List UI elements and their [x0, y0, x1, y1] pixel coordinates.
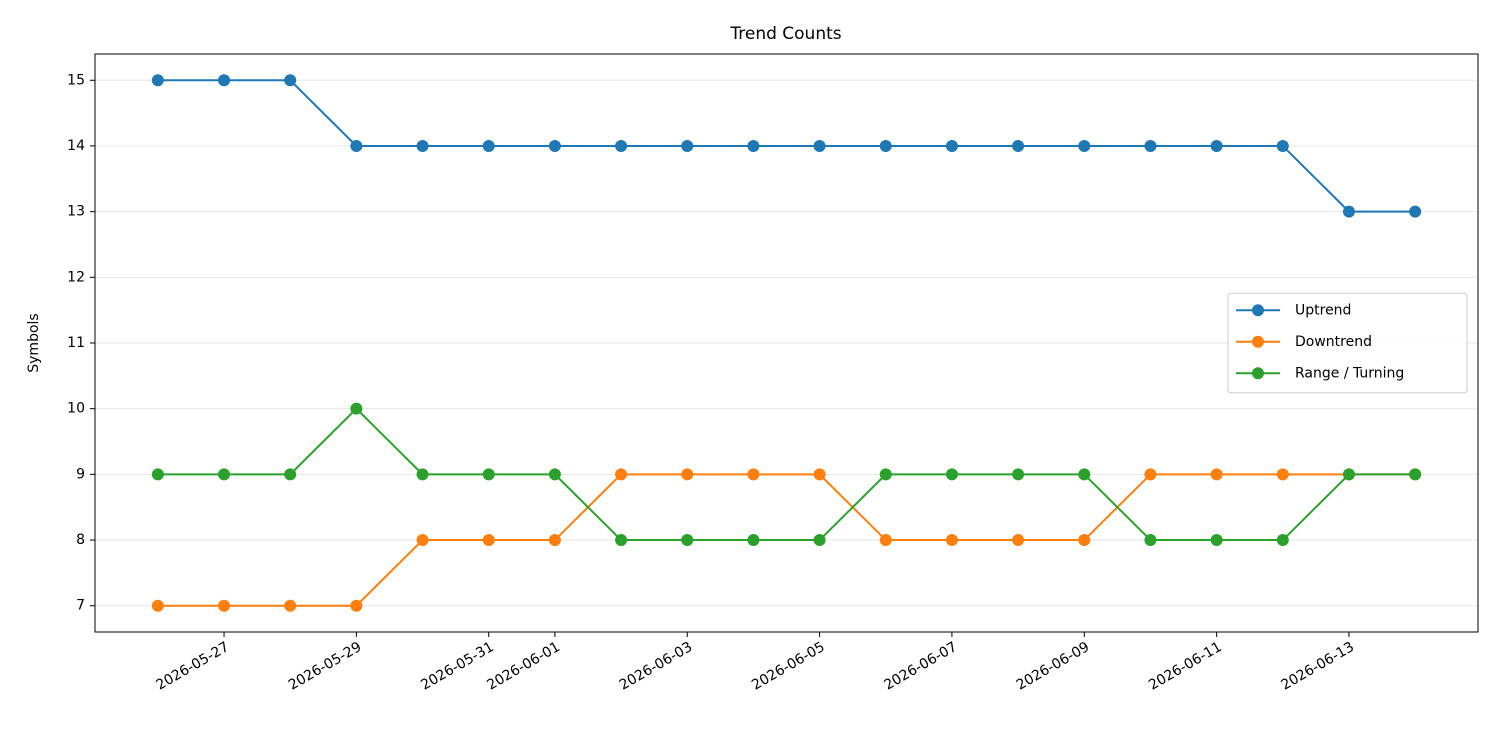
point — [813, 139, 826, 152]
point — [548, 139, 561, 152]
point — [1409, 468, 1422, 481]
legend-marker — [1252, 367, 1264, 380]
plot-frame — [94, 53, 1479, 633]
point — [218, 468, 231, 481]
point — [416, 468, 429, 481]
point — [151, 468, 164, 481]
series-line — [157, 473, 1416, 607]
point — [350, 139, 363, 152]
point — [1276, 468, 1289, 481]
point — [482, 139, 495, 152]
point — [813, 468, 826, 481]
point — [879, 534, 892, 547]
point — [284, 74, 297, 87]
point — [1342, 205, 1355, 218]
point — [1078, 534, 1091, 547]
point — [945, 468, 958, 481]
legend-label: Downtrend — [1295, 334, 1372, 350]
point — [747, 534, 760, 547]
y-tick-label: 10 — [67, 401, 85, 417]
legend-label: Range / Turning — [1295, 365, 1404, 381]
point — [1276, 534, 1289, 547]
point — [416, 139, 429, 152]
point — [879, 139, 892, 152]
point — [879, 468, 892, 481]
point — [681, 534, 694, 547]
point — [350, 599, 363, 612]
point — [151, 74, 164, 87]
point — [813, 534, 826, 547]
point — [615, 139, 628, 152]
legend: Uptrend Downtrend Range / Turning — [1227, 292, 1468, 394]
legend-marker — [1252, 304, 1264, 317]
y-tick-label: 12 — [67, 269, 85, 285]
point — [945, 139, 958, 152]
point — [1144, 534, 1157, 547]
y-tick-label: 11 — [67, 335, 85, 351]
point — [1276, 139, 1289, 152]
y-tick-label: 7 — [76, 598, 85, 614]
y-tick-label: 14 — [67, 138, 85, 154]
series-line — [157, 79, 1416, 213]
point — [151, 599, 164, 612]
point — [218, 599, 231, 612]
y-tick-label: 15 — [67, 72, 85, 88]
legend-box — [1227, 292, 1468, 394]
point — [747, 468, 760, 481]
point — [284, 599, 297, 612]
point — [350, 402, 363, 415]
point — [1012, 468, 1025, 481]
point — [945, 534, 958, 547]
legend-label: Uptrend — [1295, 302, 1351, 318]
point — [747, 139, 760, 152]
point — [681, 468, 694, 481]
point — [482, 534, 495, 547]
point — [615, 468, 628, 481]
point — [416, 534, 429, 547]
point — [615, 534, 628, 547]
point — [1210, 139, 1223, 152]
legend-marker — [1252, 335, 1264, 348]
point — [1078, 139, 1091, 152]
y-tick-label: 9 — [76, 466, 85, 482]
point — [548, 534, 561, 547]
series-line — [157, 407, 1416, 542]
point — [1409, 205, 1422, 218]
point — [1078, 468, 1091, 481]
point — [1144, 139, 1157, 152]
point — [1012, 139, 1025, 152]
point — [1144, 468, 1157, 481]
point — [548, 468, 561, 481]
point — [1012, 534, 1025, 547]
point — [1210, 534, 1223, 547]
y-axis-label: Symbols — [26, 313, 42, 372]
y-tick-label: 13 — [67, 204, 85, 220]
point — [482, 468, 495, 481]
point — [218, 74, 231, 87]
y-tick-label: 8 — [76, 532, 85, 548]
point — [1342, 468, 1355, 481]
point — [681, 139, 694, 152]
point — [1210, 468, 1223, 481]
chart-title: Trend Counts — [729, 24, 841, 44]
point — [284, 468, 297, 481]
